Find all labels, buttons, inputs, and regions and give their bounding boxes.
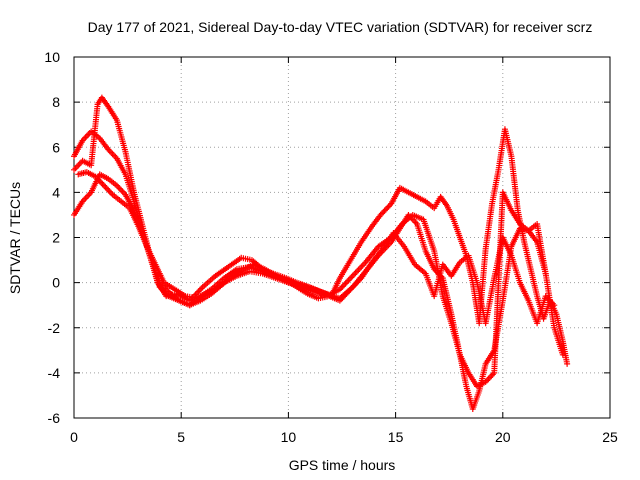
y-tick-label: 6 (52, 139, 60, 155)
x-axis-label: GPS time / hours (289, 457, 396, 473)
data-point (551, 302, 558, 309)
x-tick-label: 25 (602, 429, 618, 445)
y-tick-label: -4 (48, 365, 61, 381)
y-tick-label: 10 (44, 49, 60, 65)
y-tick-label: 8 (52, 94, 60, 110)
y-tick-label: 4 (52, 184, 60, 200)
y-tick-label: 2 (52, 230, 60, 246)
x-tick-label: 15 (388, 429, 404, 445)
y-tick-label: -6 (48, 410, 61, 426)
axis-ticks: 0 5 10 15 20 25 -6 -4 -2 0 2 4 6 8 10 (44, 49, 618, 445)
data-point (559, 351, 566, 358)
y-tick-label: 0 (52, 275, 60, 291)
y-axis-label: SDTVAR / TECUs (7, 182, 23, 294)
data-points (71, 94, 571, 412)
grid (74, 57, 610, 418)
x-tick-label: 5 (177, 429, 185, 445)
x-tick-label: 0 (70, 429, 78, 445)
x-tick-label: 10 (281, 429, 297, 445)
chart-title: Day 177 of 2021, Sidereal Day-to-day VTE… (88, 19, 593, 35)
data-point (542, 270, 549, 277)
x-tick-label: 20 (495, 429, 511, 445)
data-point (564, 360, 571, 367)
y-tick-label: -2 (48, 320, 61, 336)
